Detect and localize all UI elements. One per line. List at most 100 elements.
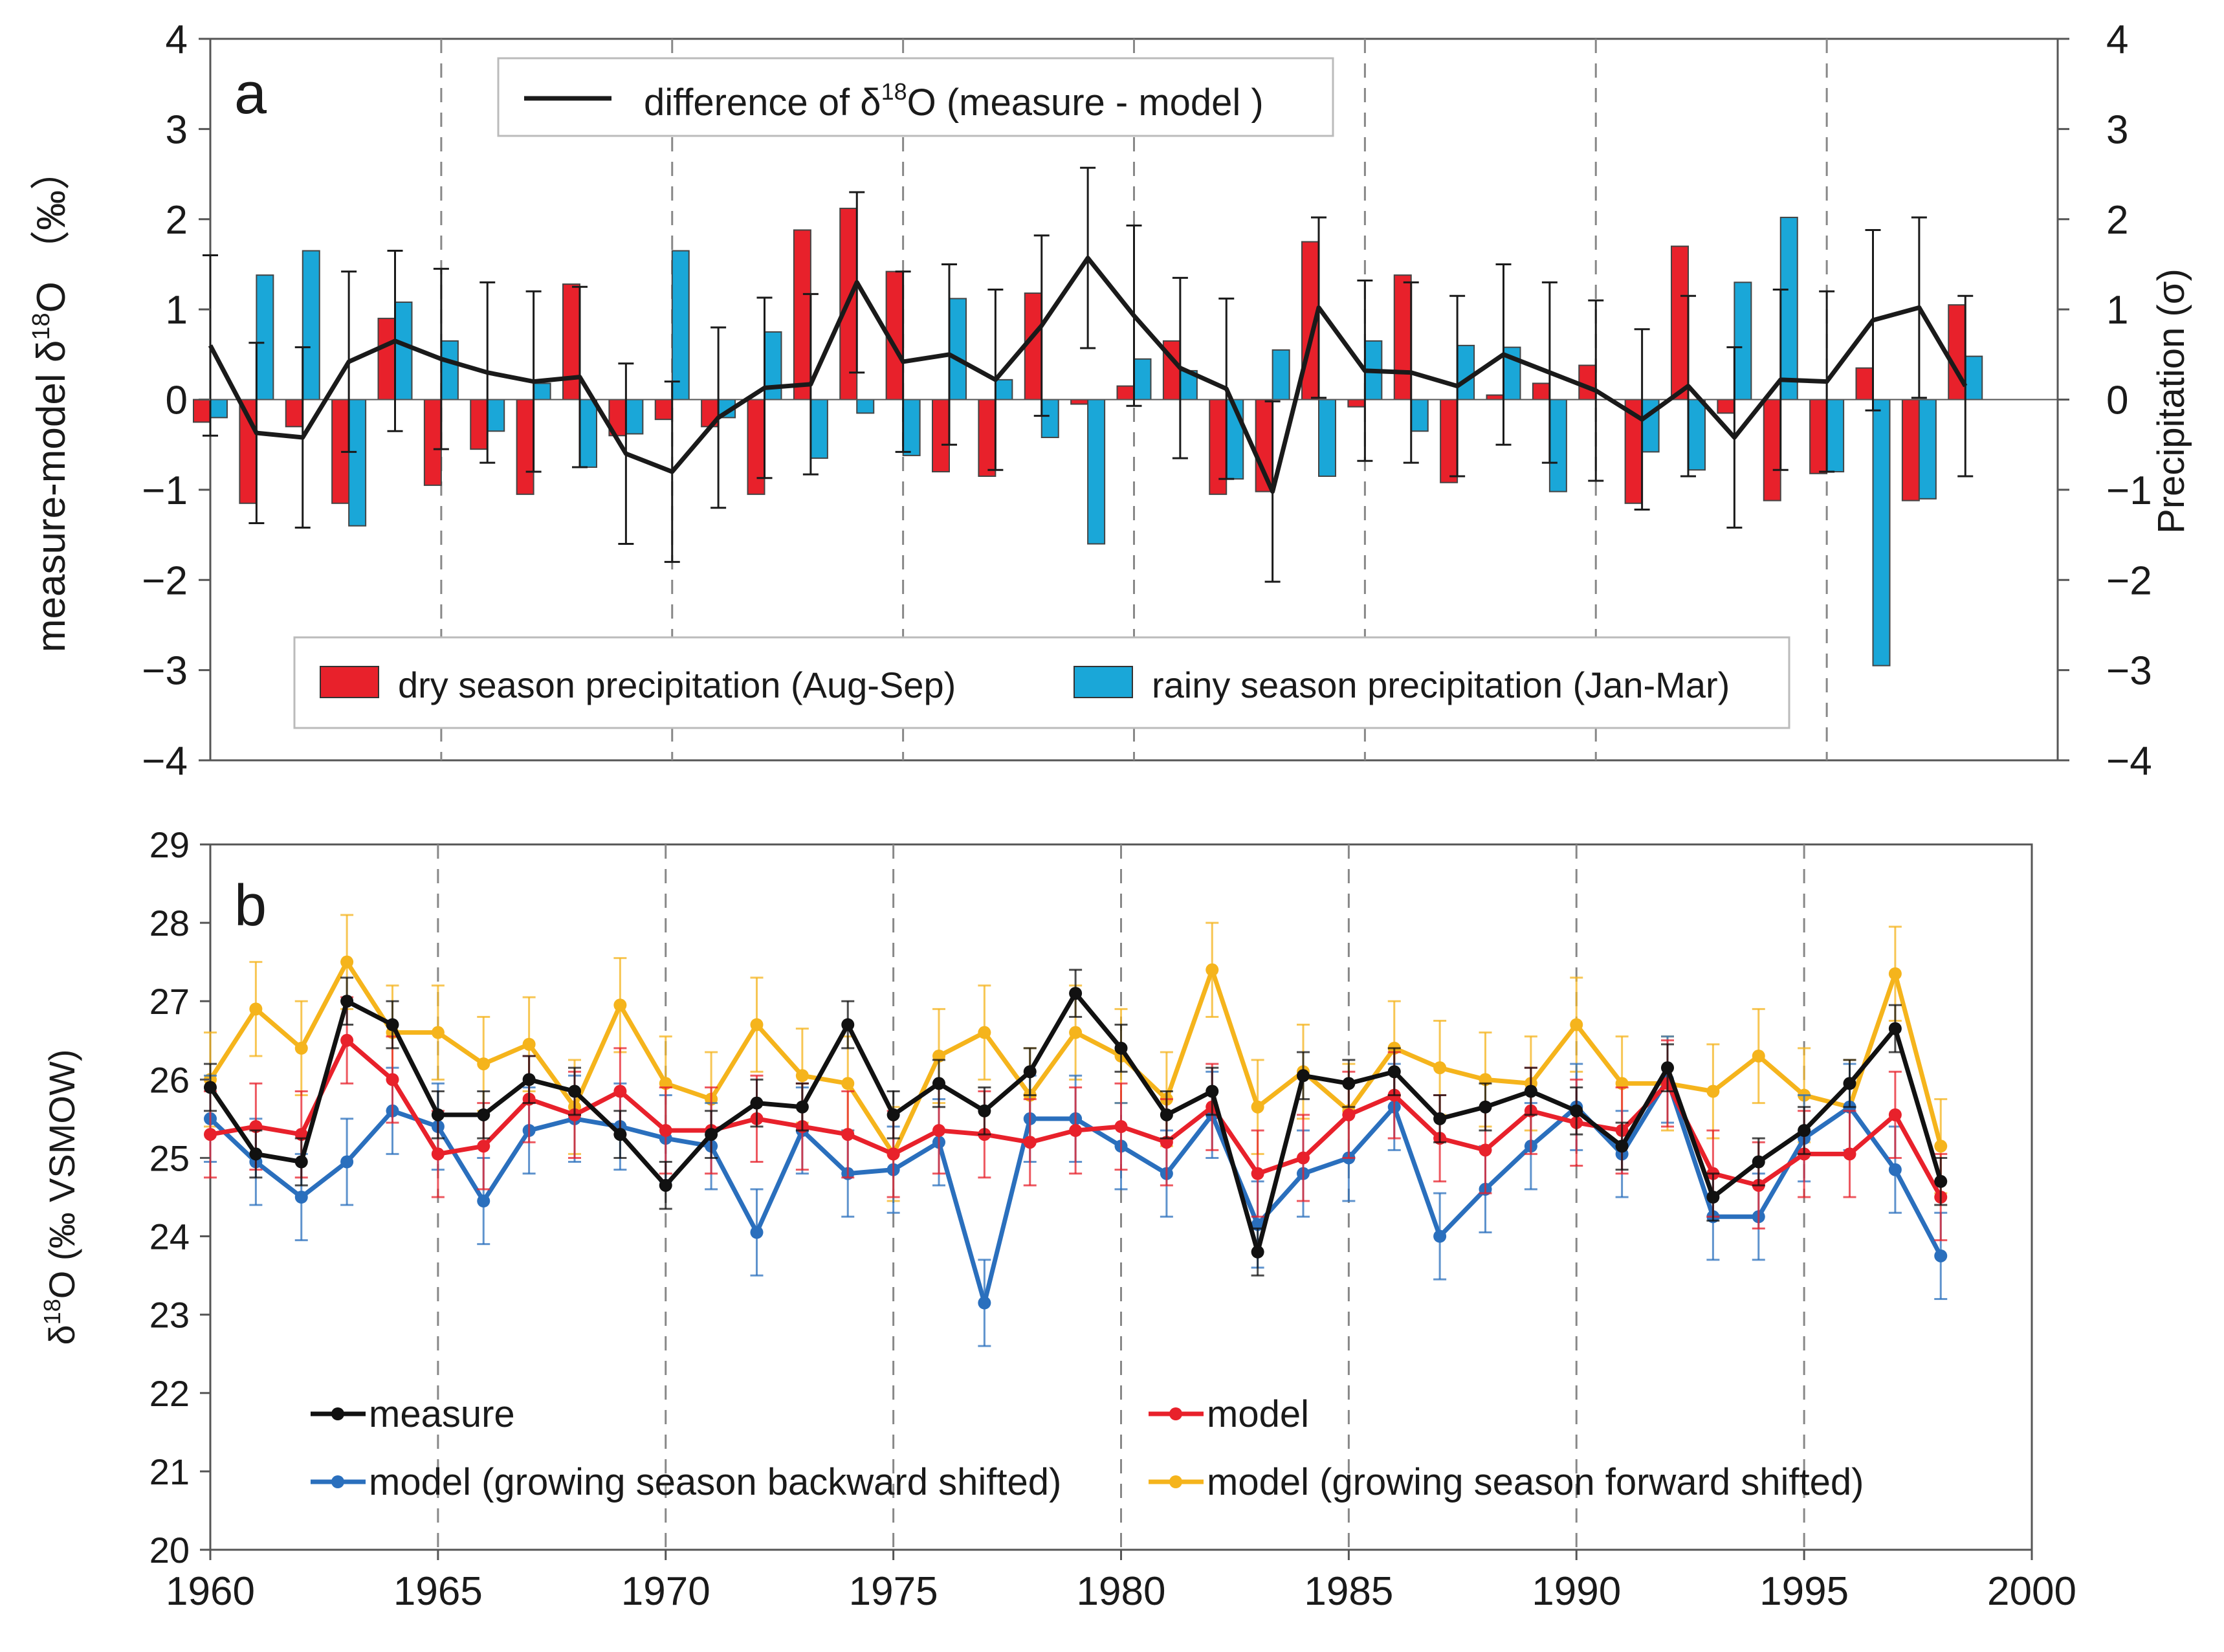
data-point-1978 bbox=[1023, 1136, 1037, 1149]
dry-bar-1980 bbox=[1116, 385, 1135, 401]
data-point-1986 bbox=[1387, 1065, 1401, 1079]
rainy-bar-1983 bbox=[1272, 349, 1290, 401]
data-point-1974 bbox=[841, 1128, 855, 1141]
data-point-1982 bbox=[1206, 1085, 1219, 1098]
dry-bar-1989 bbox=[1532, 382, 1550, 401]
data-point-1969 bbox=[613, 1085, 627, 1098]
data-point-1990 bbox=[1570, 1104, 1583, 1118]
rainy-bar-1978 bbox=[1040, 399, 1059, 439]
dry-bar-1962 bbox=[285, 399, 303, 428]
left-ytick-label-2: 2 bbox=[166, 198, 188, 243]
data-point-1973 bbox=[795, 1100, 809, 1114]
data-point-1979 bbox=[1069, 1124, 1083, 1138]
ytick-label-28: 28 bbox=[149, 903, 190, 943]
xtick-label-1965: 1965 bbox=[393, 1569, 483, 1614]
panel-a-top-legend: difference of δ18O (measure - model ) bbox=[497, 57, 1334, 137]
rainy-bar-1973 bbox=[809, 399, 828, 459]
legend-label-1: model bbox=[1207, 1393, 1309, 1435]
rainy-bar-1996 bbox=[1872, 399, 1891, 666]
data-point-1990 bbox=[1570, 1018, 1583, 1031]
data-point-1972 bbox=[750, 1226, 764, 1239]
data-point-1963 bbox=[340, 1033, 354, 1047]
data-point-1998 bbox=[1934, 1249, 1948, 1262]
data-point-1980 bbox=[1114, 1120, 1128, 1133]
rainy-bar-1979 bbox=[1087, 399, 1106, 545]
data-point-1979 bbox=[1069, 987, 1083, 1000]
rainy-bar-1997 bbox=[1918, 399, 1937, 500]
data-point-1965 bbox=[431, 1026, 445, 1039]
data-point-1985 bbox=[1342, 1077, 1356, 1090]
legend-label-0: measure bbox=[369, 1393, 515, 1435]
left-ytick-label--1: −1 bbox=[142, 468, 188, 513]
legend-swatch-dot-2 bbox=[331, 1475, 344, 1488]
left-ytick-label--4: −4 bbox=[142, 739, 188, 784]
data-point-1960 bbox=[204, 1081, 217, 1094]
xtick-label-1975: 1975 bbox=[849, 1569, 938, 1614]
data-point-1965 bbox=[431, 1147, 445, 1161]
rainy-bar-1963 bbox=[348, 399, 367, 527]
rainy-bar-1995 bbox=[1826, 399, 1845, 472]
data-point-1988 bbox=[1479, 1100, 1492, 1114]
xtick-label-1960: 1960 bbox=[166, 1569, 255, 1614]
ytick-label-25: 25 bbox=[149, 1138, 190, 1178]
data-point-1977 bbox=[978, 1026, 991, 1039]
data-point-1969 bbox=[613, 1128, 627, 1141]
data-point-1998 bbox=[1934, 1140, 1948, 1153]
panel-b-y-label: δ18O (‰ VSMOW) bbox=[39, 1050, 82, 1345]
right-ytick-label--3: −3 bbox=[2106, 649, 2152, 694]
data-point-1988 bbox=[1479, 1143, 1492, 1157]
data-point-1980 bbox=[1114, 1041, 1128, 1055]
data-point-1964 bbox=[386, 1018, 399, 1031]
panel-b-label: b bbox=[234, 874, 267, 938]
data-point-1967 bbox=[522, 1037, 536, 1051]
panel-a-left-y-ticks: −4 −3 −2 −1 0 1 2 3 4 bbox=[142, 17, 210, 784]
left-ytick-label-4: 4 bbox=[166, 17, 188, 62]
data-point-1993 bbox=[1706, 1191, 1720, 1204]
data-point-1977 bbox=[978, 1104, 991, 1118]
data-point-1983 bbox=[1251, 1167, 1264, 1180]
dry-bar-1997 bbox=[1901, 399, 1920, 501]
data-point-1992 bbox=[1661, 1061, 1674, 1075]
dry-bar-1978 bbox=[1024, 292, 1042, 401]
data-point-1963 bbox=[340, 995, 354, 1008]
data-point-1975 bbox=[886, 1108, 900, 1121]
dry-bar-1977 bbox=[978, 399, 996, 477]
panel-b: 20 21 22 23 24 25 26 27 28 29 1960 1965 1970 1975 198… bbox=[39, 824, 2076, 1614]
data-point-1973 bbox=[795, 1069, 809, 1083]
legend-label-2: model (growing season backward shifted) bbox=[369, 1461, 1061, 1503]
data-point-1987 bbox=[1433, 1229, 1447, 1243]
left-ytick-label-3: 3 bbox=[166, 107, 188, 152]
data-point-1971 bbox=[705, 1128, 718, 1141]
bottom-legend-box bbox=[293, 636, 1790, 729]
data-point-1977 bbox=[978, 1296, 991, 1310]
rainy-bar-1966 bbox=[487, 399, 505, 432]
xtick-label-1990: 1990 bbox=[1532, 1569, 1621, 1614]
right-ytick-label--2: −2 bbox=[2106, 558, 2152, 603]
legend-swatch-dot-3 bbox=[1169, 1475, 1182, 1488]
dry-bar-1996 bbox=[1855, 367, 1874, 401]
rainy-bar-1970 bbox=[671, 250, 690, 401]
data-point-1997 bbox=[1888, 1163, 1902, 1176]
data-point-1984 bbox=[1297, 1069, 1310, 1083]
legend-difference-label: difference of δ18O (measure - model ) bbox=[644, 78, 1264, 124]
data-point-1961 bbox=[249, 1147, 263, 1161]
right-ytick-label-0: 0 bbox=[2106, 379, 2128, 423]
data-point-1962 bbox=[294, 1191, 308, 1204]
panel-a-bars bbox=[193, 208, 2058, 666]
data-point-1997 bbox=[1888, 1108, 1902, 1121]
dry-bar-1987 bbox=[1440, 399, 1459, 483]
panel-a-difference-line bbox=[208, 256, 1968, 494]
rainy-bar-1998 bbox=[1965, 355, 1983, 401]
legend-swatch-dot-0 bbox=[331, 1407, 344, 1420]
rainy-bar-1975 bbox=[902, 399, 921, 456]
dry-bar-1976 bbox=[932, 399, 950, 472]
rainy-bar-1993 bbox=[1734, 281, 1752, 401]
dry-bar-1985 bbox=[1347, 399, 1366, 408]
data-point-1987 bbox=[1433, 1061, 1447, 1075]
data-point-1974 bbox=[841, 1018, 855, 1031]
legend-swatch-dot-1 bbox=[1169, 1407, 1182, 1420]
data-point-1967 bbox=[522, 1073, 536, 1086]
dry-bar-1990 bbox=[1578, 364, 1597, 401]
panel-a-right-y-ticks: −4 −3 −2 −1 0 1 2 3 4 bbox=[2058, 17, 2152, 784]
